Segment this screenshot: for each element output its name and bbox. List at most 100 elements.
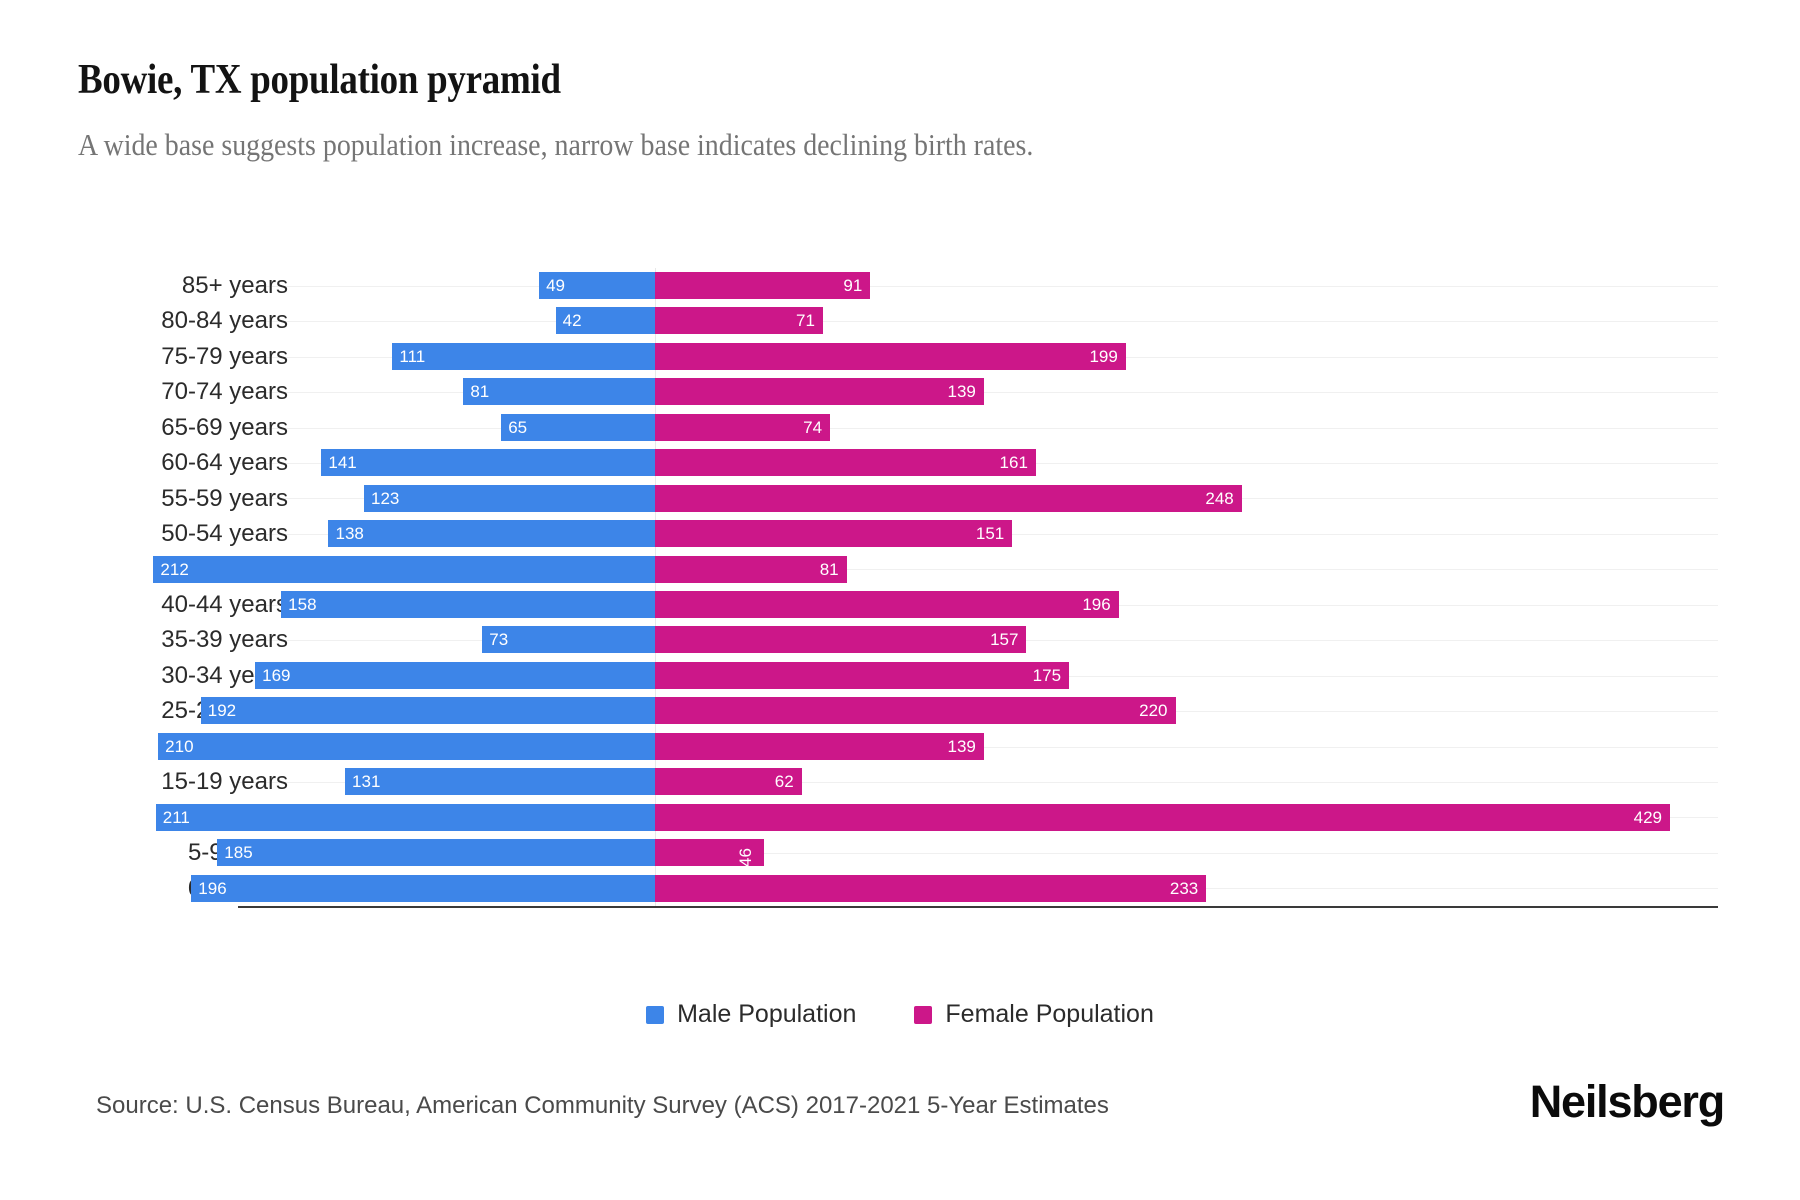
- pyramid-row: 10-14 years211429: [155, 800, 1718, 835]
- pyramid-row: 75-79 years 111 199: [161, 339, 1718, 374]
- y-axis-label: 55-59 years: [161, 484, 288, 512]
- pyramid-row: 70-74 years 81 139: [161, 374, 1718, 409]
- male-bar[interactable]: 192: [200, 697, 655, 725]
- female-value-label: 248: [1205, 488, 1234, 508]
- gridline: [238, 782, 1718, 783]
- male-value-label: 49: [546, 276, 565, 295]
- female-value-label: 220: [1139, 701, 1168, 721]
- male-bar[interactable]: 212: [153, 555, 655, 583]
- male-bar[interactable]: 211: [155, 803, 655, 831]
- female-bar[interactable]: 139: [655, 378, 984, 406]
- male-value-label: 81: [470, 382, 490, 402]
- male-value-label: 210: [165, 736, 194, 756]
- y-axis-label: 75-79 years: [161, 342, 288, 370]
- male-bar[interactable]: 169: [255, 661, 655, 689]
- female-value-label: 196: [1082, 595, 1111, 614]
- source-note: Source: U.S. Census Bureau, American Com…: [96, 1092, 1109, 1119]
- male-value-label: 212: [160, 559, 189, 579]
- male-bar[interactable]: 141: [321, 449, 655, 477]
- gridline: [238, 286, 1718, 287]
- female-bar[interactable]: 74: [655, 413, 831, 441]
- pyramid-row: 60-64 years 141 161: [161, 445, 1718, 480]
- pyramid-row: 65-69 years 65 74: [161, 410, 1718, 445]
- male-value-label: 123: [370, 488, 400, 508]
- female-bar[interactable]: 139: [655, 732, 984, 760]
- gridline: [238, 569, 1718, 570]
- legend-item-female[interactable]: Female Population: [914, 1000, 1154, 1029]
- male-value-label: 111: [399, 346, 426, 366]
- male-bar[interactable]: 49: [539, 272, 655, 299]
- population-pyramid-plot: 85+ years 49 91 80-84 years 42 71 75-79 years 1…: [153, 268, 1718, 908]
- pyramid-row: 85+ years 49 91: [182, 268, 1718, 303]
- male-bar[interactable]: 111: [392, 342, 655, 370]
- chart-legend: Male Population Female Population: [0, 1000, 1800, 1029]
- female-value-label: 139: [947, 736, 976, 756]
- male-bar[interactable]: 196: [191, 874, 655, 902]
- male-value-label: 65: [508, 417, 528, 437]
- male-value-label: 42: [562, 311, 582, 331]
- page-title: Bowie, TX population pyramid: [78, 57, 561, 103]
- female-bar[interactable]: 233: [655, 874, 1207, 902]
- female-bar[interactable]: 220: [655, 697, 1176, 725]
- female-bar[interactable]: 81: [655, 555, 847, 583]
- male-bar[interactable]: 185: [217, 839, 655, 867]
- pyramid-row: 0-4 years196233: [188, 871, 1718, 906]
- male-value-label: 196: [198, 878, 227, 898]
- male-value-label: 185: [224, 843, 253, 863]
- female-bar[interactable]: 175: [655, 661, 1070, 689]
- legend-item-male[interactable]: Male Population: [646, 1000, 856, 1029]
- male-bar[interactable]: 123: [363, 484, 655, 512]
- male-bar[interactable]: 138: [328, 520, 655, 548]
- pyramid-row: 45-49 years21281: [153, 552, 1718, 587]
- y-axis-label: 35-39 years: [161, 626, 288, 654]
- y-axis-label: 85+ years: [181, 272, 288, 299]
- female-bar[interactable]: 62: [655, 768, 802, 796]
- pyramid-row: 30-34 years 169 175: [161, 658, 1718, 693]
- female-value-label: 429: [1633, 807, 1662, 827]
- female-value-label: 175: [1032, 665, 1062, 685]
- female-bar[interactable]: 151: [655, 520, 1013, 548]
- male-bar[interactable]: 210: [158, 732, 655, 760]
- y-axis-label: 40-44 years: [161, 591, 288, 618]
- female-bar[interactable]: 161: [655, 449, 1036, 477]
- pyramid-row: 50-54 years 138 151: [161, 516, 1718, 551]
- female-bar[interactable]: 91: [655, 272, 871, 299]
- female-bar[interactable]: 157: [655, 626, 1027, 654]
- male-value-label: 138: [335, 524, 364, 544]
- gridline: [238, 853, 1718, 854]
- female-value-label: 74: [803, 417, 823, 437]
- female-bar[interactable]: 71: [655, 307, 823, 335]
- female-bar[interactable]: 248: [655, 484, 1242, 512]
- male-bar[interactable]: 131: [345, 768, 655, 796]
- pyramid-row: 20-24 years210139: [158, 729, 1718, 764]
- male-value-label: 158: [288, 595, 317, 614]
- male-value-label: 211: [162, 807, 190, 827]
- male-bar[interactable]: 158: [281, 591, 655, 618]
- female-value-label: 157: [990, 630, 1019, 650]
- female-bar[interactable]: 429: [655, 803, 1670, 831]
- female-value-label: 161: [999, 453, 1028, 473]
- female-value-label: 91: [843, 276, 863, 295]
- gridline: [238, 321, 1718, 322]
- pyramid-row: 80-84 years 42 71: [161, 303, 1718, 338]
- male-color-swatch-icon: [646, 1005, 665, 1024]
- female-bar[interactable]: 196: [655, 591, 1119, 618]
- male-value-label: 73: [489, 630, 509, 650]
- male-bar[interactable]: 81: [463, 378, 655, 406]
- female-value-label: 46: [735, 848, 755, 868]
- male-value-label: 192: [207, 701, 237, 721]
- male-value-label: 141: [328, 453, 357, 473]
- female-bar[interactable]: 199: [655, 342, 1126, 370]
- female-value-label: 62: [774, 772, 794, 792]
- female-bar[interactable]: 46: [655, 839, 764, 868]
- y-axis-label: 70-74 years: [161, 378, 288, 406]
- legend-label-male: Male Population: [677, 1000, 857, 1028]
- x-axis-line: [238, 906, 1718, 908]
- male-bar[interactable]: 42: [555, 307, 655, 335]
- pyramid-row: 15-19 years 131 62: [161, 764, 1718, 799]
- pyramid-row: 35-39 years 73 157: [161, 622, 1718, 657]
- female-value-label: 139: [947, 382, 976, 402]
- male-value-label: 169: [262, 665, 291, 685]
- male-bar[interactable]: 65: [501, 413, 655, 441]
- male-bar[interactable]: 73: [482, 626, 655, 654]
